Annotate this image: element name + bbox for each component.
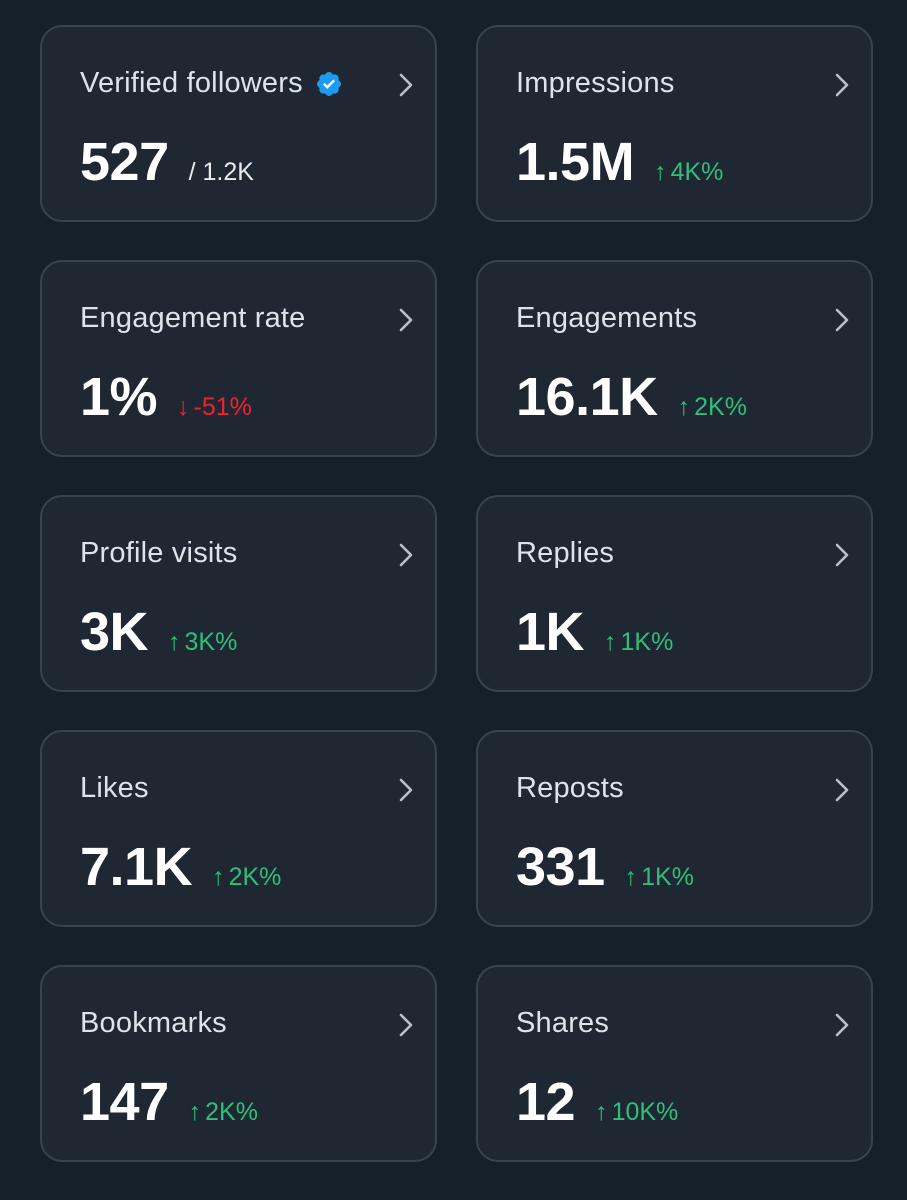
value-row: 16.1K ↑ 2K% [516,366,747,428]
arrow-up-icon: ↑ [654,158,667,186]
metric-delta: ↑ 10K% [595,1098,678,1127]
metric-delta: ↑ 3K% [168,628,237,657]
chevron-right-icon [399,778,413,802]
arrow-up-icon: ↑ [604,628,617,656]
value-row: 1K ↑ 1K% [516,601,673,663]
card-title-label: Replies [516,537,615,569]
metric-delta-value: 2K% [228,863,282,891]
arrow-up-icon: ↑ [168,628,181,656]
card-title-label: Engagement rate [80,302,306,334]
chevron-right-icon [835,1013,849,1037]
card-title-label: Profile visits [80,537,238,569]
card-reposts[interactable]: Reposts 331 ↑ 1K% [476,730,873,927]
metric-value: 3K [80,602,149,662]
card-title-label: Likes [80,772,149,804]
arrow-up-icon: ↑ [188,1098,202,1126]
card-verified-followers[interactable]: Verified followers 527 / 1.2K [40,25,437,222]
metric-value: 7.1K [80,837,193,897]
value-row: 1% ↓ -51% [80,366,252,428]
card-title: Shares [516,1007,609,1040]
value-row: 527 / 1.2K [80,131,254,193]
metric-delta: ↑ 2K% [189,1098,258,1127]
card-title: Reposts [516,772,624,805]
card-profile-visits[interactable]: Profile visits 3K ↑ 3K% [40,495,437,692]
card-engagements[interactable]: Engagements 16.1K ↑ 2K% [476,260,873,457]
value-row: 331 ↑ 1K% [516,836,694,898]
chevron-right-icon [835,543,849,567]
metric-delta-value: 1K% [641,863,694,891]
metric-delta: ↑ 4K% [654,158,723,187]
metric-delta: ↑ 2K% [678,393,747,422]
value-row: 3K ↑ 3K% [80,601,237,663]
chevron-right-icon [399,308,413,332]
metric-value: 527 [80,132,169,192]
arrow-up-icon: ↑ [212,863,225,891]
metric-value: 147 [80,1072,169,1132]
metric-delta: ↓ -51% [177,393,252,422]
arrow-down-icon: ↓ [177,393,190,421]
metrics-grid: Verified followers 527 / 1.2K Impression… [40,25,873,1162]
chevron-right-icon [835,308,849,332]
metric-value: 16.1K [516,367,658,427]
card-engagement-rate[interactable]: Engagement rate 1% ↓ -51% [40,260,437,457]
metric-delta-value: 10K% [611,1098,679,1126]
card-title-label: Engagements [516,302,698,334]
arrow-up-icon: ↑ [677,393,691,421]
card-shares[interactable]: Shares 12 ↑ 10K% [476,965,873,1162]
value-row: 147 ↑ 2K% [80,1071,258,1133]
metric-delta: ↑ 1K% [625,863,694,892]
metric-total: / 1.2K [188,158,254,186]
verified-badge-icon [316,71,341,96]
card-title-label: Reposts [516,772,624,804]
card-title-label: Bookmarks [80,1007,227,1039]
chevron-right-icon [835,73,849,97]
chevron-right-icon [835,778,849,802]
card-title: Likes [80,772,149,805]
card-title: Bookmarks [80,1007,227,1040]
arrow-up-icon: ↑ [595,1098,608,1126]
card-title-label: Verified followers [80,67,303,99]
metric-value: 331 [516,837,605,897]
metric-value: 1% [80,367,158,427]
metric-delta-value: 3K% [184,628,238,656]
chevron-right-icon [399,73,413,97]
card-replies[interactable]: Replies 1K ↑ 1K% [476,495,873,692]
card-title: Verified followers [80,67,343,100]
metric-delta-value: 2K% [694,393,747,421]
card-bookmarks[interactable]: Bookmarks 147 ↑ 2K% [40,965,437,1162]
metric-value: 12 [516,1072,576,1132]
card-likes[interactable]: Likes 7.1K ↑ 2K% [40,730,437,927]
metric-delta-value: 4K% [670,158,724,186]
chevron-right-icon [399,1013,413,1037]
card-impressions[interactable]: Impressions 1.5M ↑ 4K% [476,25,873,222]
metric-value: 1K [516,602,585,662]
card-title-label: Shares [516,1007,610,1039]
arrow-up-icon: ↑ [624,863,638,891]
metric-delta-value: -51% [193,393,252,421]
metric-delta-value: 1K% [620,628,674,656]
value-row: 12 ↑ 10K% [516,1071,678,1133]
value-row: 1.5M ↑ 4K% [516,131,723,193]
value-row: 7.1K ↑ 2K% [80,836,281,898]
metric-value: 1.5M [516,132,635,192]
card-title: Replies [516,537,614,570]
card-title: Engagements [516,302,697,335]
card-title: Impressions [516,67,675,100]
metric-delta: ↑ 2K% [212,863,281,892]
card-title-label: Impressions [516,67,675,99]
card-title: Profile visits [80,537,238,570]
chevron-right-icon [399,543,413,567]
metric-delta: ↑ 1K% [604,628,673,657]
metric-delta-value: 2K% [205,1098,258,1126]
card-title: Engagement rate [80,302,305,335]
